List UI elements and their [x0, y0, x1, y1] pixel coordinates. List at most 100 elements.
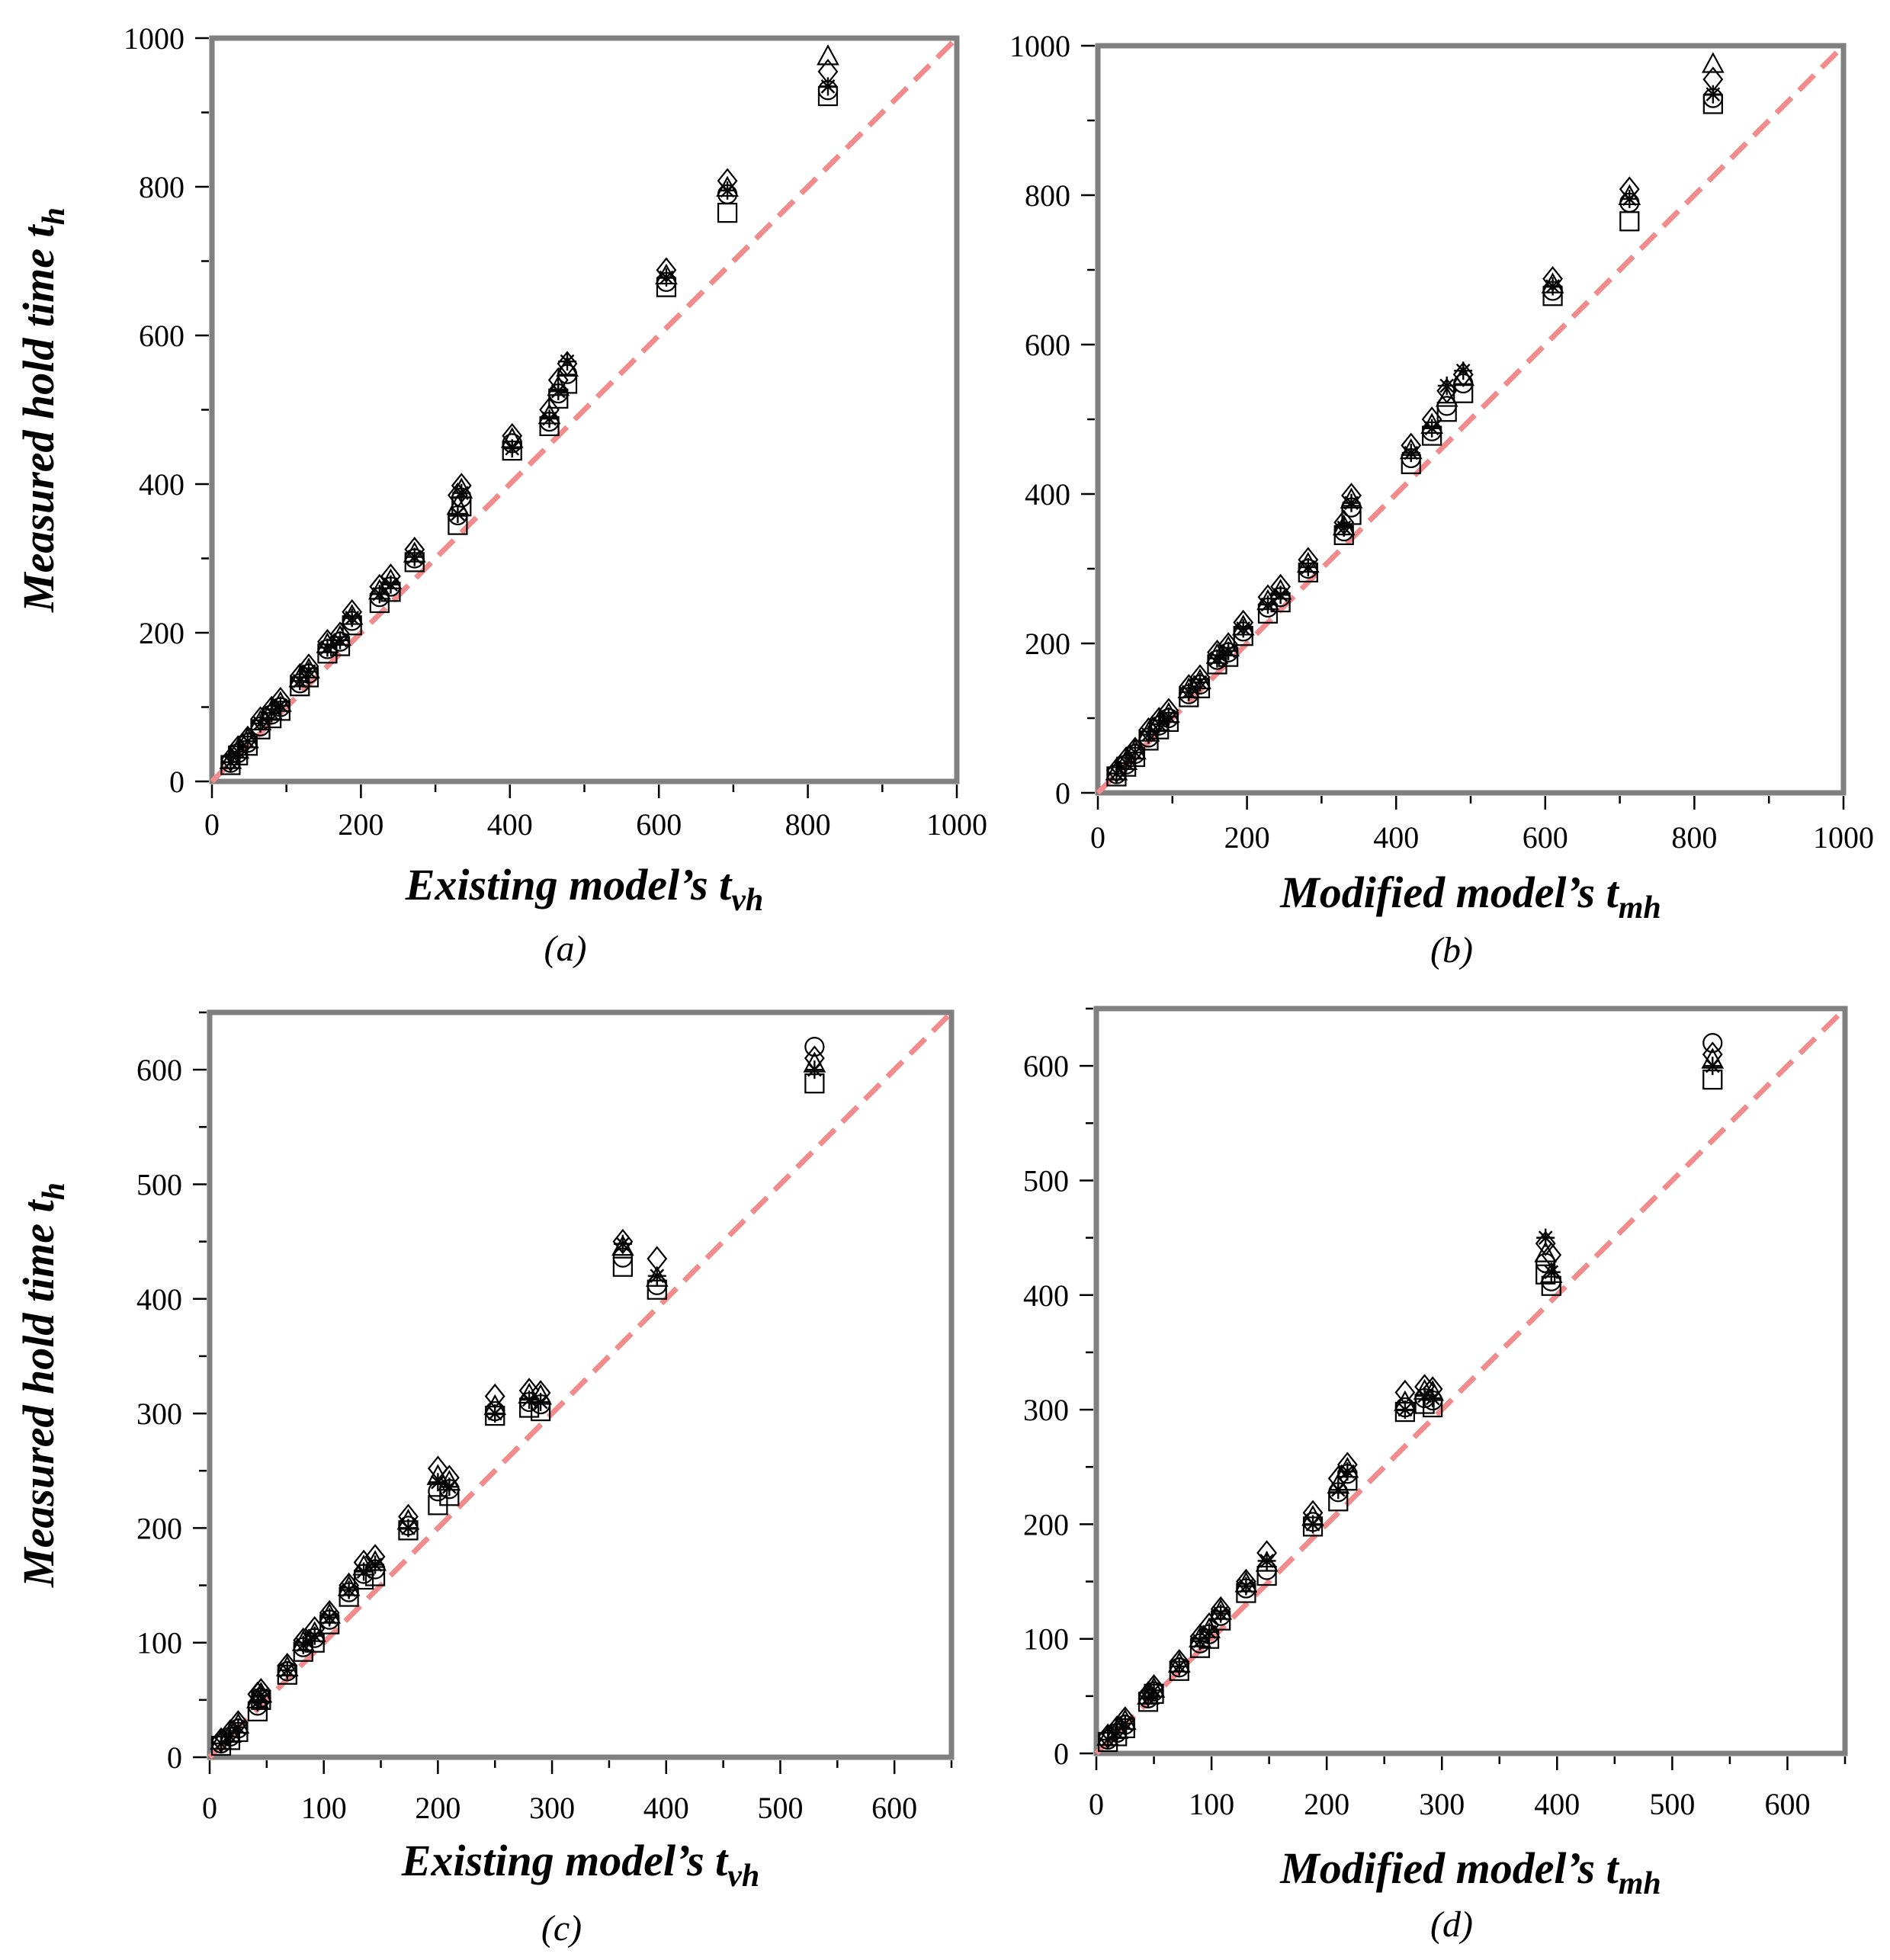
- data-point-asterisk: [366, 1555, 385, 1574]
- data-group: [403, 537, 426, 573]
- x-tick-label: 200: [1224, 820, 1270, 855]
- y-tick-label: 400: [136, 1282, 182, 1317]
- data-group: [269, 686, 292, 721]
- data-point-asterisk: [305, 1626, 324, 1645]
- data-point-asterisk: [1125, 743, 1144, 762]
- data-group: [1113, 1706, 1137, 1739]
- chart-panel-c: 0 100 200 300 400 500 600 0 100 200 300 400 500 600 Ex…: [14, 1009, 955, 1949]
- data-group: [1452, 361, 1475, 403]
- x-tick-label: 400: [643, 1791, 689, 1825]
- data-point-asterisk: [1423, 419, 1442, 438]
- data-group: [716, 168, 739, 223]
- y-tick-label: 600: [1025, 328, 1070, 362]
- x-tick-label: 0: [1089, 1787, 1104, 1821]
- x-tick-label: 500: [1649, 1787, 1695, 1821]
- y-tick-label: 400: [139, 467, 185, 502]
- y-tick-label: 600: [139, 319, 185, 353]
- panel-caption: (c): [541, 1908, 582, 1949]
- data-point-asterisk: [1211, 1604, 1231, 1623]
- x-tick-label: 1000: [926, 807, 987, 842]
- data-group: [1399, 432, 1423, 474]
- panel-caption: (d): [1430, 1904, 1473, 1945]
- data-group: [1124, 736, 1147, 768]
- data-point-asterisk: [452, 483, 471, 502]
- data-group: [337, 1572, 361, 1607]
- y-tick-label: 500: [136, 1167, 182, 1201]
- data-group: [297, 653, 320, 688]
- data-point-asterisk: [1271, 585, 1290, 605]
- data-point-asterisk: [1298, 558, 1317, 577]
- x-axis-title-subscript: vh: [731, 883, 763, 918]
- data-point-asterisk: [1334, 518, 1353, 537]
- data-point-triangle: [1534, 1241, 1558, 1262]
- x-tick-label: 100: [1189, 1787, 1234, 1821]
- y-axis-title-subscript: h: [37, 1182, 72, 1200]
- x-tick-label: 600: [871, 1791, 917, 1825]
- data-point-diamond: [1436, 377, 1458, 404]
- y-tick-label: 0: [1054, 1737, 1069, 1771]
- data-group: [1539, 1242, 1563, 1296]
- data-group: [1701, 1032, 1725, 1090]
- x-tick-label: 500: [757, 1791, 803, 1825]
- data-group: [1189, 664, 1211, 698]
- x-tick-label: 300: [529, 1791, 575, 1825]
- y-tick-label: 200: [1023, 1507, 1069, 1541]
- y-axis-title: Measured hold time th: [14, 1182, 72, 1588]
- y-tick-label: 0: [1055, 776, 1070, 810]
- data-group: [483, 1383, 507, 1426]
- data-group: [1255, 1540, 1279, 1586]
- x-tick-label: 0: [204, 807, 220, 842]
- data-group: [1198, 1612, 1221, 1649]
- data-point-triangle: [1702, 52, 1725, 73]
- data-group: [226, 1710, 250, 1743]
- data-point-asterisk: [1536, 1228, 1555, 1247]
- data-group: [1336, 1452, 1359, 1491]
- data-group: [396, 1503, 420, 1541]
- data-group: [1205, 639, 1229, 675]
- data-point-asterisk: [238, 732, 257, 751]
- x-axis-title-subscript: mh: [1619, 1866, 1661, 1901]
- data-point-asterisk: [339, 1580, 358, 1599]
- data-group: [611, 1228, 634, 1277]
- y-axis-title-main: Measured hold time t: [14, 224, 63, 613]
- panel-caption: (a): [544, 929, 587, 969]
- chart-panel-b: 0 200 400 600 800 1000 0 200 400 600 800 1000 Modifi…: [1009, 29, 1874, 970]
- y-tick-label: 100: [136, 1626, 182, 1660]
- y-tick-label: 400: [1023, 1278, 1069, 1313]
- data-point-asterisk: [1237, 1577, 1256, 1596]
- data-point-asterisk: [1144, 1681, 1163, 1700]
- data-group: [1420, 406, 1443, 446]
- data-point-asterisk: [440, 1477, 459, 1496]
- x-tick-label: 0: [202, 1791, 217, 1825]
- x-tick-label: 1000: [1813, 820, 1874, 855]
- x-axis-title-main: Modified model’s t: [1279, 868, 1619, 917]
- data-point-asterisk: [1170, 1657, 1189, 1676]
- data-group: [1618, 176, 1641, 232]
- data-point-asterisk: [805, 1060, 824, 1079]
- data-group: [379, 563, 403, 602]
- data-point-asterisk: [1342, 493, 1361, 512]
- x-tick-label: 400: [1534, 1787, 1580, 1821]
- data-group: [556, 351, 579, 394]
- data-group: [1421, 1376, 1444, 1418]
- data-point-asterisk: [1208, 649, 1227, 668]
- data-point-diamond: [557, 351, 578, 377]
- x-tick-label: 600: [1523, 820, 1568, 855]
- data-point-asterisk: [278, 1660, 297, 1679]
- x-tick-label: 800: [785, 807, 831, 842]
- panel-caption: (b): [1430, 930, 1473, 970]
- data-point-asterisk: [613, 1234, 632, 1253]
- data-group: [803, 1036, 826, 1094]
- y-tick-label: 600: [136, 1053, 182, 1087]
- data-group: [1269, 573, 1292, 613]
- x-axis-title: Modified model’s tmh: [1279, 868, 1661, 925]
- x-axis-title: Existing model’s tvh: [405, 860, 764, 918]
- x-axis-title: Existing model’s tvh: [401, 1836, 760, 1894]
- data-point-asterisk: [342, 608, 361, 627]
- data-group: [529, 1380, 552, 1422]
- data-group: [655, 257, 678, 297]
- x-tick-label: 400: [487, 807, 533, 842]
- y-tick-label: 500: [1023, 1163, 1069, 1198]
- data-point-asterisk: [1620, 189, 1639, 208]
- x-tick-label: 200: [1304, 1787, 1349, 1821]
